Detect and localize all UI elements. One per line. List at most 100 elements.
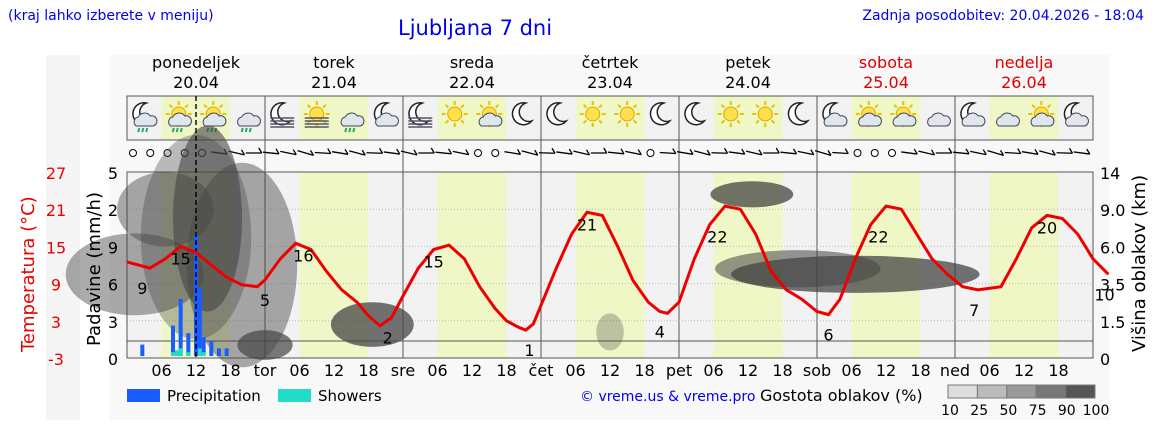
sun-icon	[441, 101, 468, 127]
calm-wind-icon	[646, 149, 655, 157]
day-date: 24.04	[725, 73, 771, 92]
region-hint[interactable]: (kraj lahko izberete v meniju)	[8, 8, 214, 24]
wind-barb-icon	[344, 148, 349, 155]
cloud-density-level: 50	[999, 403, 1017, 419]
wind-barb-icon	[413, 149, 418, 156]
wind-barb-icon	[452, 150, 469, 156]
temperature-label: 20	[1037, 218, 1057, 237]
temperature-line	[126, 204, 1110, 332]
day-name: petek	[725, 53, 771, 72]
temperature-label: 16	[293, 246, 313, 265]
day-date: 26.04	[1001, 73, 1047, 92]
sun-icon	[752, 101, 779, 127]
wind-barb-icon	[447, 148, 453, 155]
wind-barb-icon	[504, 151, 521, 155]
calm-wind-icon	[146, 149, 155, 157]
shower-bar	[186, 352, 191, 356]
wind-barb-icon	[827, 150, 832, 156]
hour-tick: 18	[772, 361, 792, 380]
cloud-icon	[996, 112, 1020, 127]
day-abbr-tick: čet	[529, 361, 554, 380]
wind-barb-icon	[292, 149, 297, 155]
moon-icon	[787, 102, 811, 126]
wind-barb-icon	[741, 148, 746, 155]
day-name: sreda	[450, 53, 494, 72]
cloud-density-swatch	[1065, 384, 1096, 399]
temperature-label: 22	[868, 228, 888, 247]
wind-barb-icon	[534, 149, 539, 156]
wind-barb-icon	[1051, 149, 1056, 156]
day-date: 22.04	[449, 73, 495, 92]
calm-wind-icon	[163, 149, 172, 157]
moon-cloud-icon	[960, 102, 986, 127]
wind-barb-icon	[711, 152, 728, 154]
precipitation-bar	[186, 333, 191, 356]
cloud-icon	[927, 112, 951, 127]
moon-fog-icon	[408, 102, 433, 128]
precipitation-axis-label: Padavine (mm/h)	[84, 192, 105, 346]
shower-bar	[171, 352, 175, 356]
wind-barb-icon	[948, 147, 953, 154]
hour-tick: 12	[738, 361, 758, 380]
wind-barb-icon	[672, 148, 677, 154]
cloud-density-level: 75	[1029, 403, 1047, 419]
plot-frame	[126, 171, 1094, 359]
hour-tick: 18	[358, 361, 378, 380]
icon-day-band	[575, 96, 645, 140]
temperature-tick: -3	[48, 350, 64, 369]
day-date: 20.04	[173, 73, 219, 92]
hour-tick: 12	[186, 361, 206, 380]
precipitation-tick: 5	[108, 164, 118, 183]
temperature-label: 21	[577, 215, 597, 234]
wind-barb-icon	[314, 151, 331, 155]
wind-barb-icon	[814, 150, 832, 156]
hour-tick: 06	[427, 361, 447, 380]
cloud-height-tick: 14	[1100, 164, 1120, 183]
precipitation-bar	[197, 287, 202, 356]
daytime-band	[575, 172, 645, 358]
wind-barb-icon	[987, 150, 1004, 156]
cloud-rain-icon	[237, 112, 261, 133]
wind-barb-icon	[585, 149, 591, 156]
wind-barb-icon	[637, 149, 642, 155]
cloud-density-swatch	[947, 384, 978, 399]
legend-label: Showers	[318, 387, 382, 405]
precipitation-bar	[217, 348, 221, 356]
cloud-density-swatch	[976, 384, 1008, 399]
temperature-label: 2	[383, 329, 393, 348]
wind-barb-icon	[465, 149, 470, 155]
temperature-label: 6	[823, 326, 833, 345]
hour-tick: 18	[634, 361, 654, 380]
wind-barb-icon	[331, 151, 349, 155]
cloud-density-level: 10	[941, 403, 959, 419]
cloud-density-level: 90	[1058, 403, 1076, 419]
wind-barb-icon	[327, 148, 332, 154]
calm-wind-icon	[491, 149, 500, 157]
moon-cloud-icon	[373, 102, 399, 127]
precipitation-tick: 6	[108, 276, 118, 295]
cloud-density-blob	[173, 125, 242, 312]
wind-barb-icon	[349, 150, 366, 156]
wind-barb-icon	[366, 152, 383, 154]
calm-wind-icon	[129, 149, 137, 157]
temperature-axis-label: Temperatura (°C)	[18, 196, 39, 353]
precipitation-tick: 3	[108, 313, 118, 332]
sun-cloud-icon	[476, 101, 503, 127]
wind-barb-icon	[1021, 151, 1039, 155]
wind-barb-icon	[551, 147, 556, 154]
day-abbr-tick: sre	[391, 361, 415, 380]
cloud-density-level: 100	[1083, 403, 1110, 419]
day-name: četrtek	[582, 53, 640, 72]
sun-cloud-icon	[1028, 101, 1055, 127]
wind-barb-icon	[797, 150, 814, 156]
daytime-band	[989, 172, 1059, 358]
wind-barb-icon	[240, 149, 246, 156]
temperature-label: 15	[170, 249, 190, 268]
cloud-density-blob	[237, 330, 293, 360]
sun-icon	[614, 101, 641, 127]
wind-barb-icon	[1004, 151, 1021, 155]
temperature-tick: 9	[51, 276, 61, 295]
shower-bar	[201, 352, 206, 356]
temperature-label: 4	[655, 323, 665, 342]
last-update: Zadnja posodobitev: 20.04.2026 - 18:04	[862, 8, 1144, 24]
